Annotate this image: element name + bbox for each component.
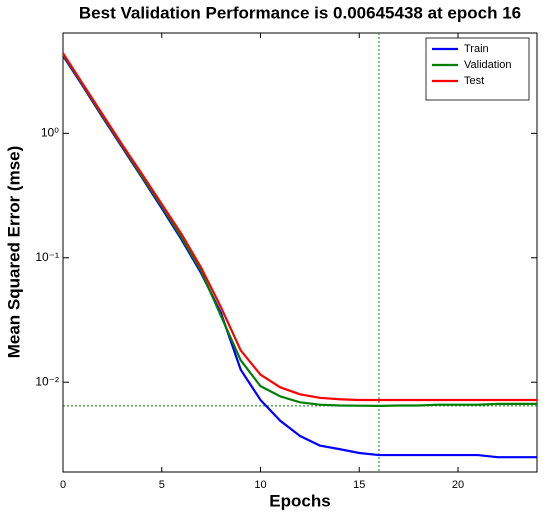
legend-label: Test <box>464 75 484 87</box>
y-axis-label: Mean Squared Error (mse) <box>4 146 23 359</box>
chart-title: Best Validation Performance is 0.0064543… <box>79 3 521 22</box>
y-tick-label: 10⁰ <box>41 126 59 140</box>
x-tick-label: 20 <box>452 479 464 491</box>
series-line <box>62 53 537 408</box>
x-tick-label: 0 <box>60 479 66 491</box>
legend-label: Validation <box>464 59 512 71</box>
x-axis-label: Epochs <box>269 491 330 510</box>
plot-area <box>62 32 538 473</box>
x-tick-label: 10 <box>254 479 266 491</box>
x-tick-label: 15 <box>353 479 365 491</box>
y-tick-label: 10⁻² <box>35 374 59 388</box>
legend-label: Train <box>464 43 489 55</box>
series-line <box>62 52 537 402</box>
y-tick-label: 10⁻¹ <box>35 250 59 264</box>
x-tick-label: 5 <box>159 479 165 491</box>
